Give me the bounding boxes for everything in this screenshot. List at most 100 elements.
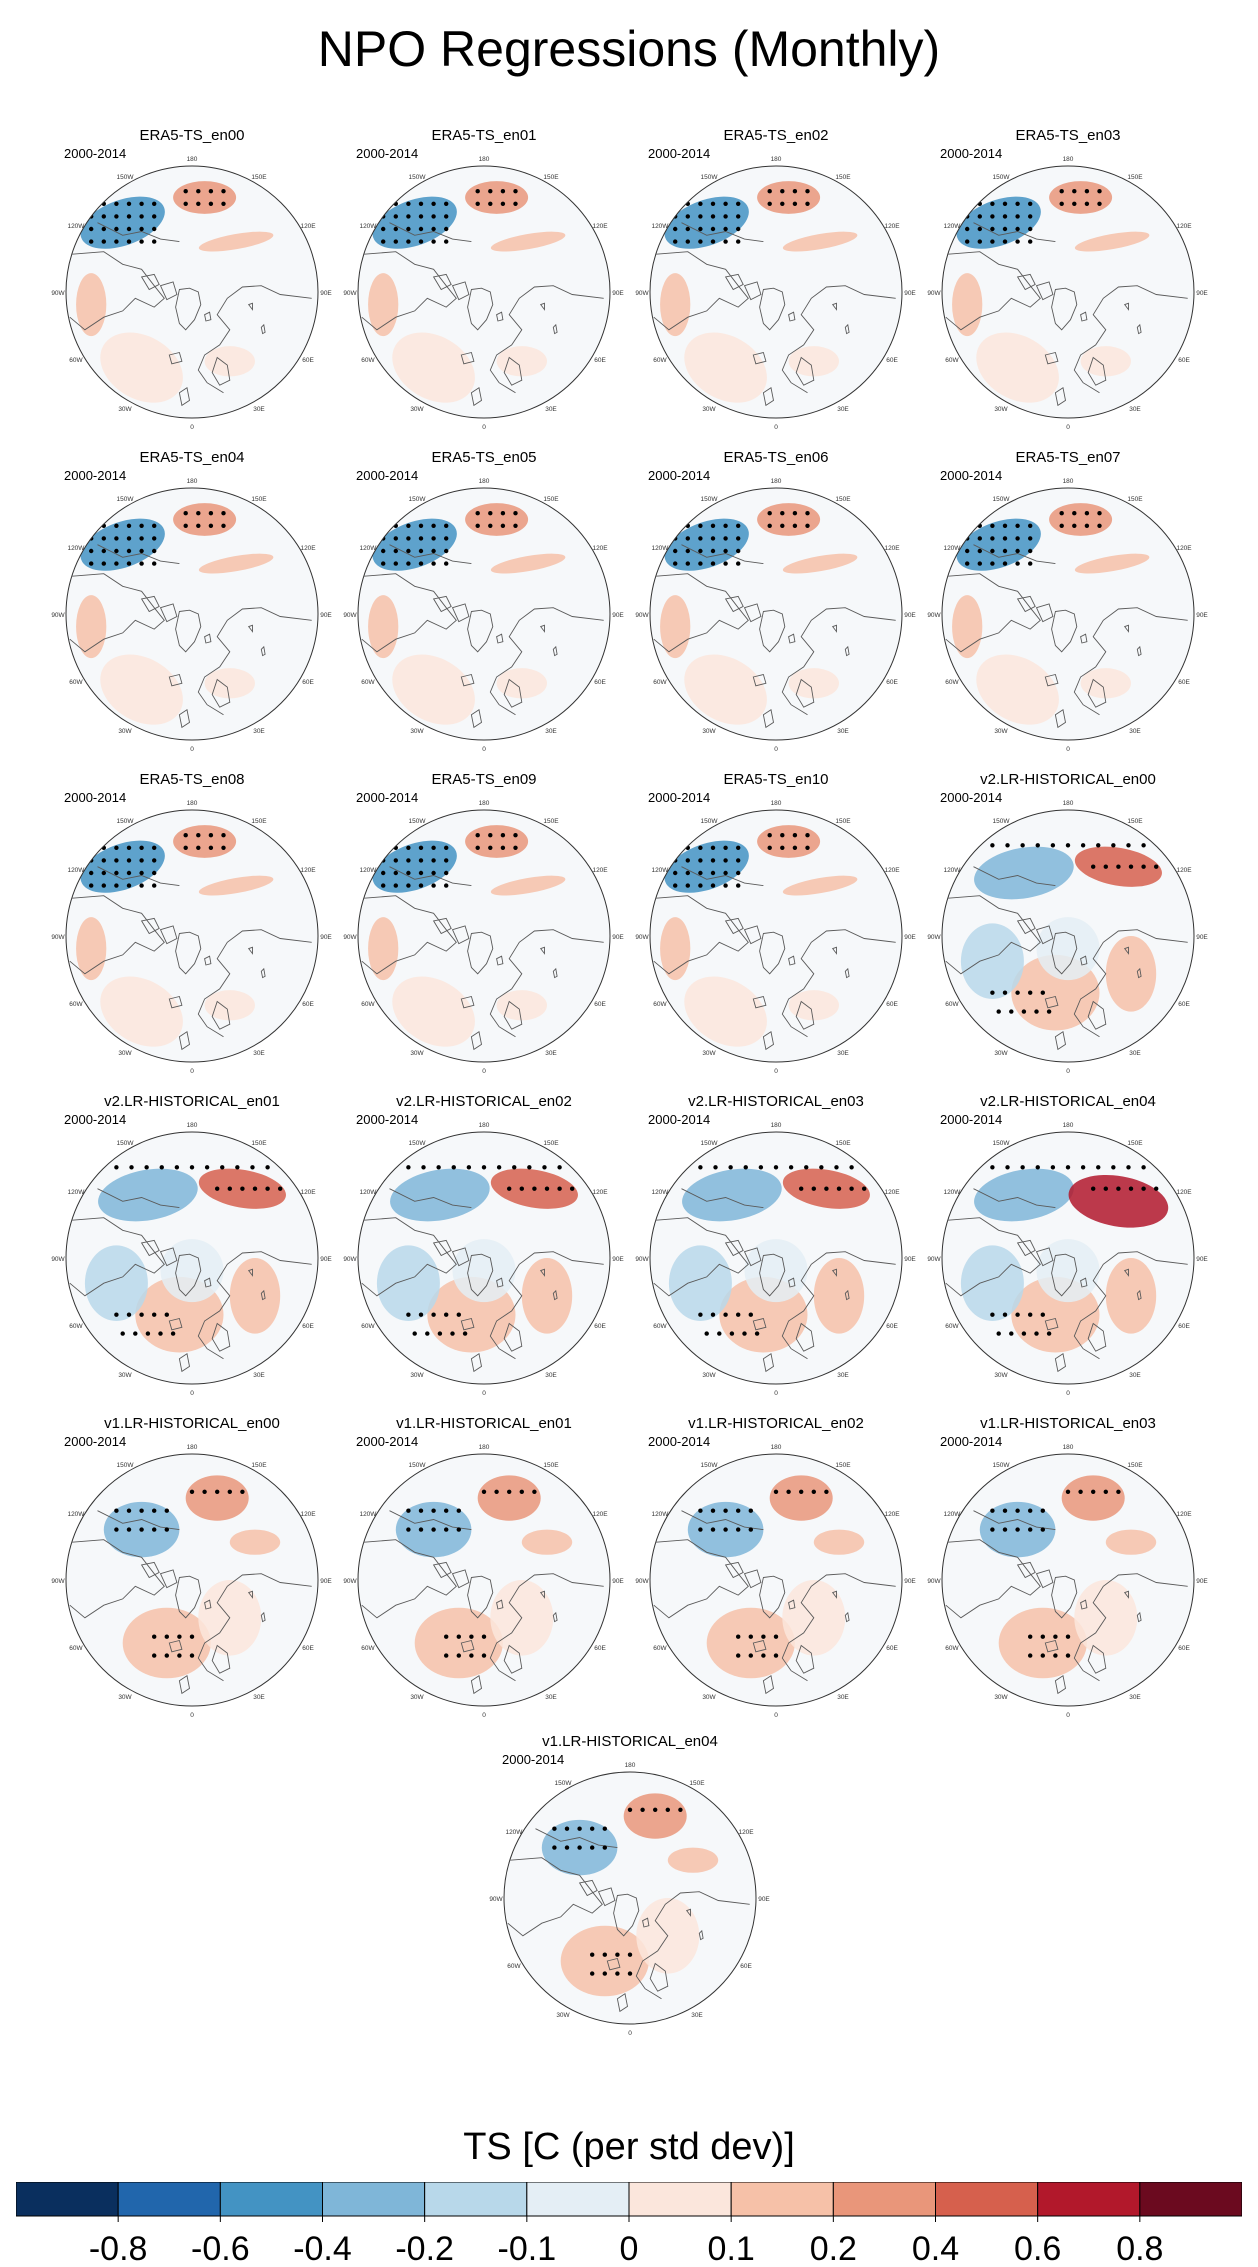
significance-dot bbox=[1116, 1186, 1121, 1191]
significance-dot bbox=[444, 214, 449, 219]
significance-dot bbox=[89, 870, 94, 876]
coastline bbox=[260, 1611, 266, 1623]
coastline bbox=[752, 995, 767, 1009]
lon-label: 90W bbox=[927, 1578, 941, 1585]
anomaly-contour bbox=[84, 1245, 148, 1321]
lon-label: 60E bbox=[594, 1323, 606, 1330]
lon-label: 150W bbox=[117, 818, 135, 825]
lon-label: 60W bbox=[653, 679, 667, 686]
lon-label: 60W bbox=[69, 1645, 83, 1652]
coastline bbox=[204, 1599, 212, 1610]
lon-label: 60E bbox=[302, 1323, 314, 1330]
lon-label: 30W bbox=[410, 1372, 424, 1379]
lon-label: 60E bbox=[740, 1963, 752, 1970]
coastline bbox=[945, 573, 1041, 653]
lon-label: 120W bbox=[359, 545, 377, 552]
significance-dot bbox=[1028, 536, 1033, 541]
significance-dot bbox=[139, 226, 144, 232]
lon-label: 60E bbox=[1178, 357, 1190, 364]
lon-label: 120W bbox=[651, 1189, 669, 1196]
anomaly-field bbox=[361, 503, 604, 729]
coastline bbox=[503, 1322, 523, 1352]
lon-label: 150E bbox=[835, 1140, 851, 1147]
significance-dot bbox=[1040, 990, 1046, 995]
significance-dot bbox=[1034, 1009, 1039, 1014]
coastline bbox=[539, 624, 545, 633]
significance-dot bbox=[221, 511, 226, 516]
significance-dot bbox=[1096, 843, 1101, 848]
lon-label: 90E bbox=[320, 1256, 332, 1263]
coastline bbox=[1123, 946, 1129, 955]
significance-dot bbox=[406, 1527, 411, 1532]
lon-label: 0 bbox=[482, 1390, 486, 1397]
anomaly-field bbox=[945, 181, 1188, 407]
significance-dot bbox=[221, 833, 226, 838]
significance-dot bbox=[101, 883, 107, 888]
anomaly-field bbox=[945, 843, 1188, 1051]
significance-dot bbox=[101, 870, 107, 876]
significance-dot bbox=[183, 189, 188, 194]
anomaly-contour bbox=[1105, 1529, 1157, 1555]
panel-period: 2000-2014 bbox=[356, 1112, 418, 1127]
panel-period: 2000-2014 bbox=[648, 790, 710, 805]
significance-dot bbox=[1072, 189, 1077, 194]
significance-dot bbox=[564, 1826, 570, 1831]
significance-dot bbox=[196, 201, 201, 206]
significance-dot bbox=[736, 1312, 741, 1317]
coastline bbox=[743, 1247, 762, 1267]
coastline bbox=[1044, 1317, 1059, 1331]
coastline bbox=[168, 1639, 183, 1653]
lon-label: 120E bbox=[592, 1189, 608, 1196]
significance-dot bbox=[792, 511, 798, 516]
significance-dot bbox=[170, 1331, 176, 1336]
significance-dot bbox=[152, 858, 157, 863]
significance-dot bbox=[685, 239, 690, 244]
coastline bbox=[1136, 967, 1142, 979]
lon-label: 30W bbox=[994, 406, 1008, 413]
anomaly-contour bbox=[496, 990, 547, 1021]
significance-dot bbox=[513, 833, 518, 838]
panel-title: ERA5-TS_en09 bbox=[431, 771, 536, 788]
significance-dot bbox=[101, 858, 107, 863]
coastline bbox=[1044, 1639, 1059, 1653]
lon-label: 150W bbox=[409, 174, 427, 181]
lon-label: 120E bbox=[592, 223, 608, 230]
coastline bbox=[1123, 1590, 1129, 1599]
significance-dot bbox=[996, 1331, 1001, 1336]
map-panel: 180 150E 120E 90E 60E 30E 0 30W 60W 90W 120W 150W v2… bbox=[343, 1093, 624, 1397]
anomaly-contour bbox=[667, 1847, 719, 1873]
significance-dot bbox=[685, 883, 690, 888]
significance-dot bbox=[736, 561, 741, 566]
significance-dot bbox=[139, 536, 144, 541]
anomaly-field bbox=[69, 1165, 312, 1373]
significance-dot bbox=[89, 561, 94, 566]
lon-label: 120E bbox=[300, 867, 316, 874]
anomaly-contour bbox=[100, 654, 183, 725]
map-border bbox=[65, 809, 319, 1063]
lon-label: 90W bbox=[635, 290, 649, 297]
panel-period: 2000-2014 bbox=[356, 790, 418, 805]
lon-label: 60W bbox=[653, 357, 667, 364]
significance-dot bbox=[710, 1312, 716, 1317]
coastline bbox=[649, 1962, 669, 1992]
lon-label: 90W bbox=[489, 1896, 503, 1903]
coastline bbox=[539, 1590, 545, 1599]
lon-label: 150E bbox=[543, 496, 559, 503]
lon-label: 60E bbox=[302, 1645, 314, 1652]
lon-label: 90E bbox=[904, 1256, 916, 1263]
significance-dot bbox=[1040, 1312, 1046, 1317]
coastline bbox=[361, 1539, 457, 1619]
significance-dot bbox=[590, 1826, 595, 1831]
lon-label: 0 bbox=[482, 1068, 486, 1075]
significance-dot bbox=[698, 201, 703, 206]
significance-dot bbox=[189, 1634, 195, 1639]
coastline bbox=[489, 285, 604, 394]
map-border bbox=[941, 487, 1195, 741]
lon-label: 180 bbox=[187, 478, 198, 485]
lon-label: 120E bbox=[300, 223, 316, 230]
panel-period: 2000-2014 bbox=[64, 468, 126, 483]
anomaly-contour bbox=[788, 668, 839, 699]
significance-dot bbox=[723, 523, 728, 528]
significance-dot bbox=[488, 845, 493, 850]
